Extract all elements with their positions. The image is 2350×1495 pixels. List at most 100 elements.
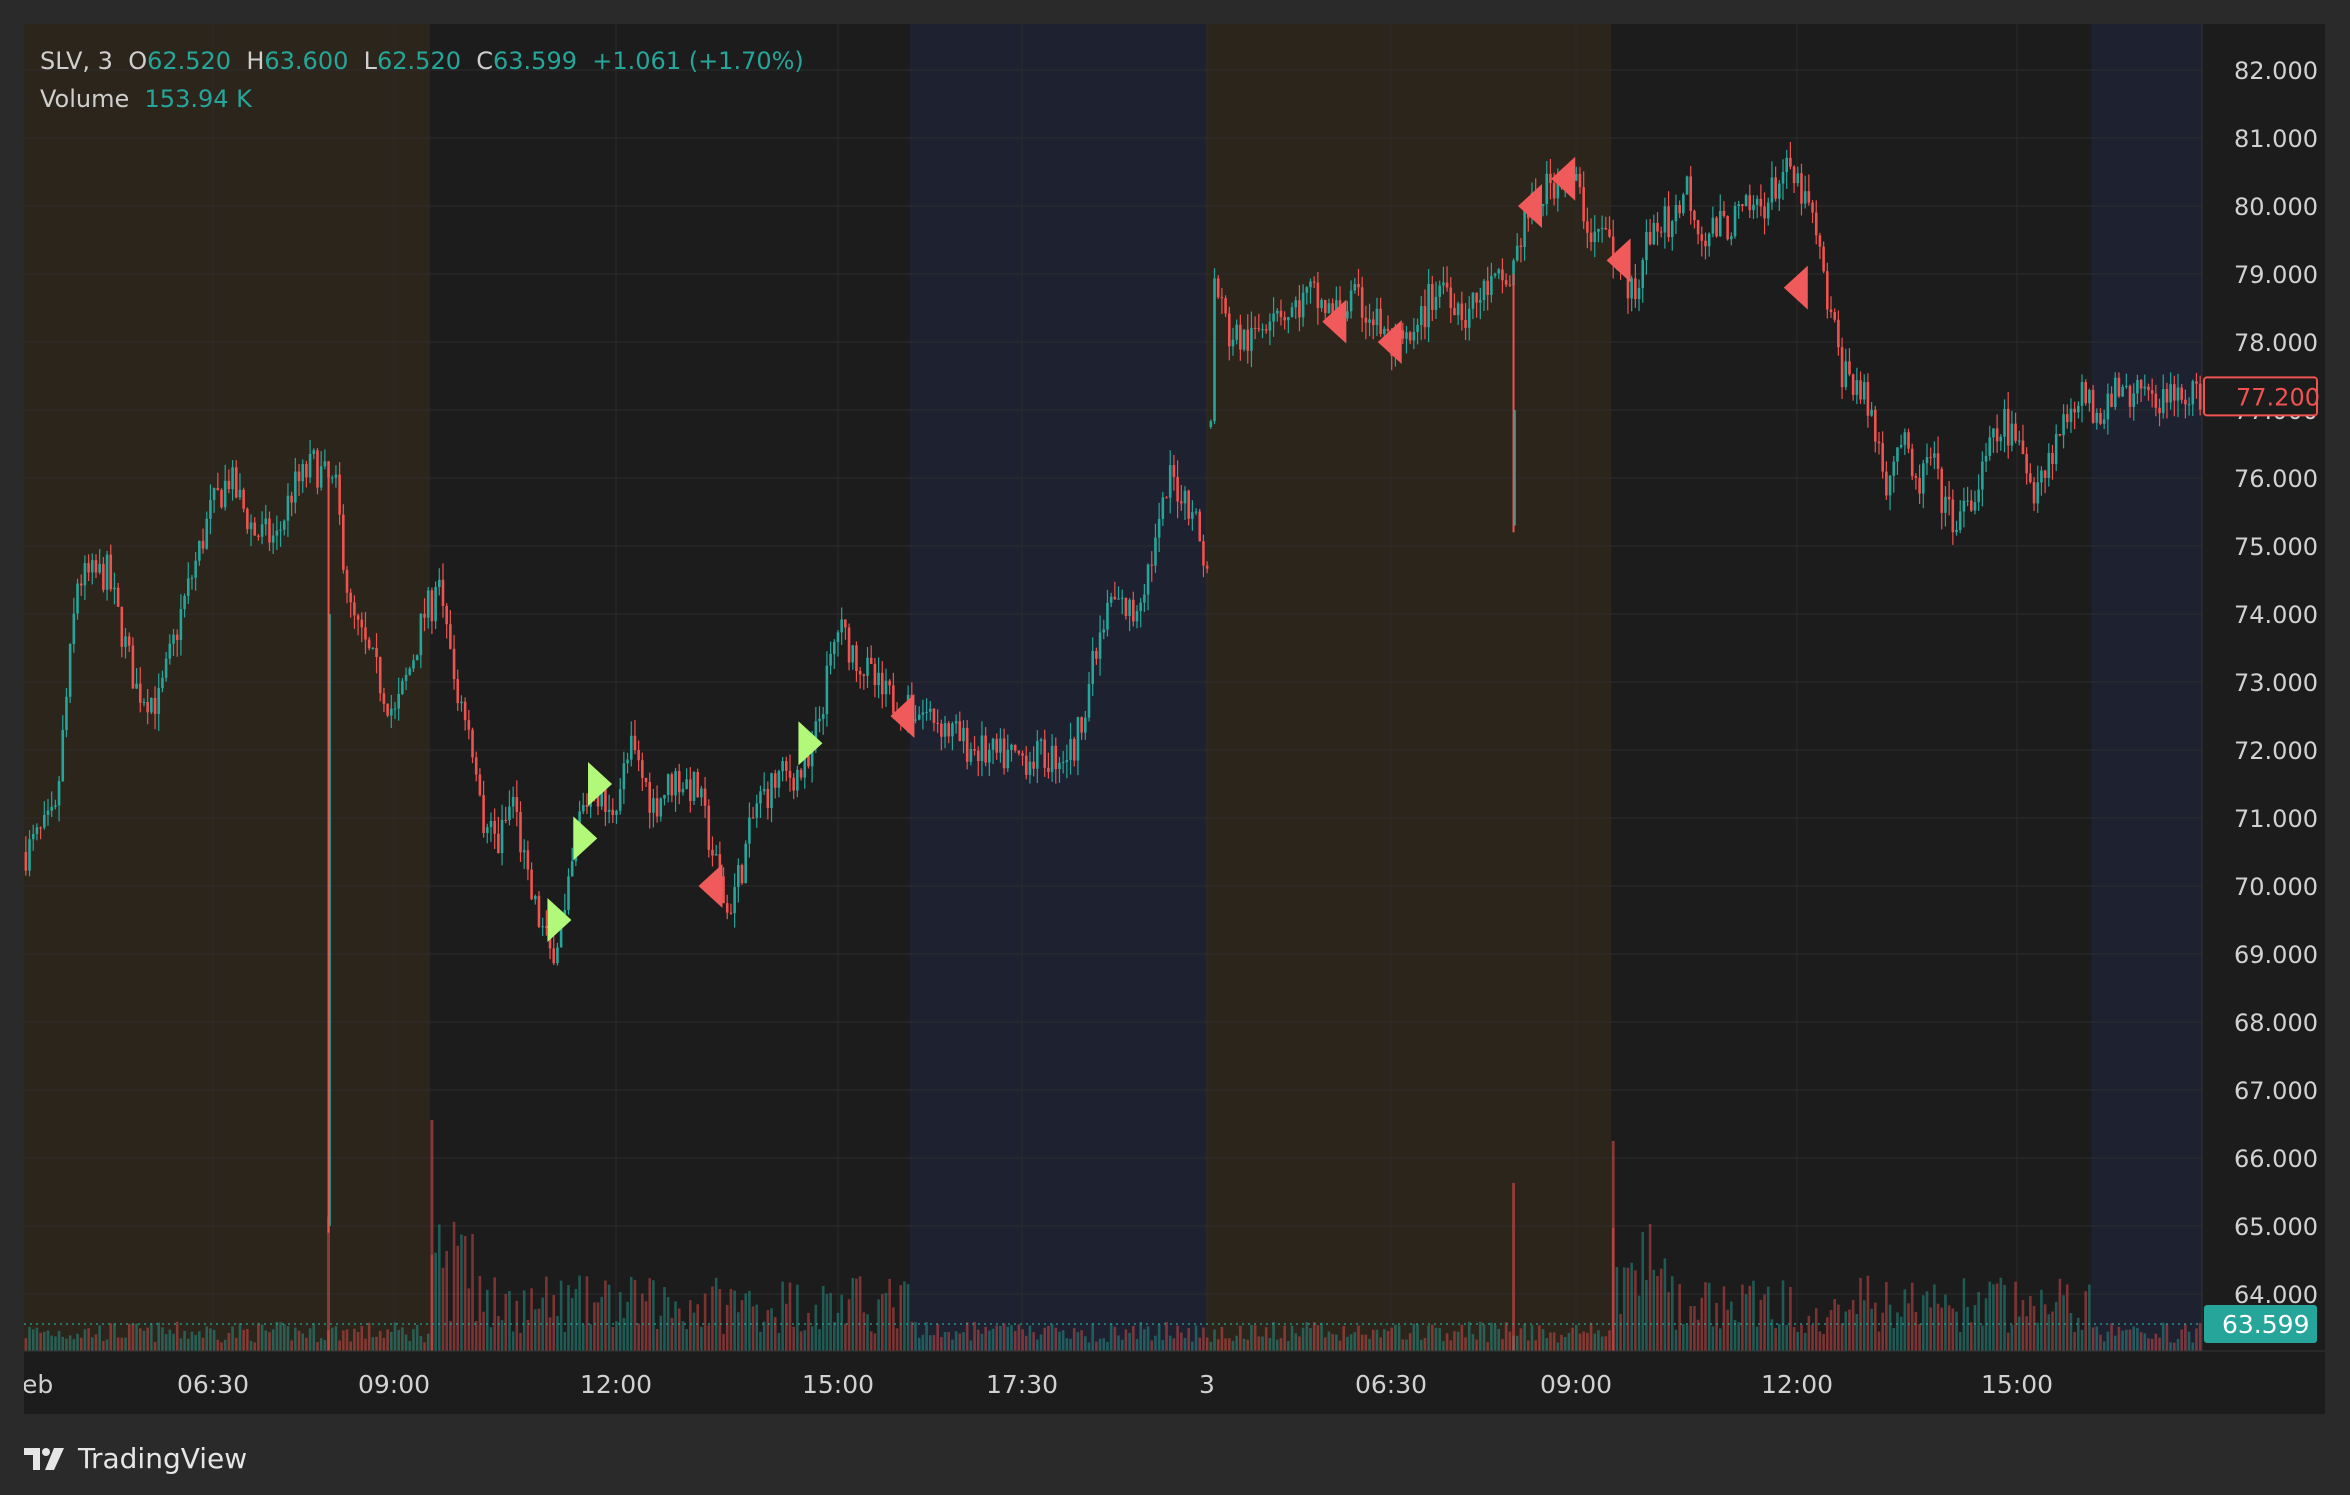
volume-bar (412, 1329, 415, 1351)
volume-bar (1490, 1322, 1493, 1351)
volume-label[interactable]: Volume (40, 85, 130, 113)
volume-bar (1586, 1332, 1589, 1351)
candle-body (2165, 389, 2169, 403)
candle-body (1002, 738, 1006, 769)
volume-bar (1224, 1338, 1227, 1351)
candle-body (1087, 684, 1091, 718)
candle-body (220, 490, 223, 508)
candle-body (1667, 206, 1670, 238)
candle-body (1611, 236, 1615, 263)
candle-body (57, 781, 61, 806)
candle-body (1593, 231, 1597, 243)
price-tick-label: 81.000 (2234, 125, 2318, 153)
volume-bar (146, 1327, 149, 1351)
candle-body (404, 674, 408, 681)
volume-bar (1106, 1341, 1109, 1351)
volume-bar (1504, 1322, 1508, 1351)
candle-body (1914, 476, 1918, 479)
volume-bar (1593, 1333, 1597, 1351)
volume-bar (463, 1236, 467, 1351)
candle-body (1848, 361, 1851, 375)
candle-body (1807, 191, 1811, 203)
volume-bar (323, 1340, 327, 1351)
volume-bar (138, 1328, 142, 1351)
candle-body (489, 820, 493, 828)
candle-body (1918, 478, 1921, 494)
volume-bar (1316, 1325, 1320, 1351)
candle-body (463, 701, 467, 721)
candle-body (120, 606, 124, 647)
volume-bar (375, 1336, 378, 1351)
volume-bar (87, 1328, 90, 1351)
candle-body (1955, 529, 1958, 533)
volume-bar (371, 1337, 375, 1351)
volume-bar (1368, 1338, 1371, 1351)
volume-bar (434, 1252, 437, 1351)
volume-bar (814, 1304, 818, 1351)
volume-bar (1327, 1331, 1331, 1351)
candle-body (829, 653, 832, 666)
volume-bar (43, 1331, 46, 1351)
candle-body (2014, 423, 2017, 441)
volume-bar (1552, 1332, 1556, 1351)
volume-bar (2191, 1342, 2195, 1351)
volume-bar (840, 1294, 843, 1351)
volume-bar (1287, 1341, 1290, 1351)
volume-bar (1896, 1312, 1899, 1351)
candle-body (1475, 292, 1478, 303)
candle-body (1442, 282, 1445, 286)
candle-body (401, 680, 404, 694)
volume-bar (663, 1287, 666, 1351)
volume-bar (526, 1319, 530, 1351)
volume-bar (1146, 1326, 1150, 1351)
price-tick-label: 69.000 (2234, 941, 2318, 969)
symbol-label[interactable]: SLV, 3 (40, 47, 113, 75)
volume-bar (1785, 1325, 1788, 1351)
candle-body (323, 461, 327, 467)
candle-body (301, 464, 305, 482)
candle-body (1213, 278, 1216, 422)
candle-body (1626, 262, 1630, 299)
chart-frame[interactable]: 82.00081.00080.00079.00078.00077.00076.0… (24, 24, 2325, 1414)
time-tick-label: 09:00 (1540, 1370, 1612, 1399)
volume-bar (951, 1339, 954, 1351)
volume-bar (928, 1335, 932, 1351)
volume-bar (54, 1336, 57, 1351)
candle-body (1375, 308, 1379, 326)
volume-bar (1951, 1308, 1955, 1351)
volume-bar (1877, 1331, 1881, 1351)
volume-bar (781, 1281, 784, 1351)
candlestick-chart[interactable]: 82.00081.00080.00079.00078.00077.00076.0… (24, 24, 2325, 1414)
brand-logo[interactable]: TradingView (24, 1438, 247, 1478)
candle-body (1065, 759, 1069, 762)
volume-bar (1036, 1339, 1039, 1351)
time-tick-label: 15:00 (1981, 1370, 2053, 1399)
candle-body (441, 579, 445, 606)
candle-body (268, 518, 271, 543)
candle-body (958, 721, 962, 742)
volume-bar (334, 1326, 338, 1351)
volume-bar (50, 1335, 53, 1351)
volume-bar (641, 1293, 644, 1351)
candle-body (500, 819, 504, 854)
candle-body (2180, 387, 2183, 400)
volume-bar (482, 1311, 485, 1351)
candle-body (297, 471, 301, 482)
candle-body (1419, 306, 1423, 325)
volume-bar (1722, 1286, 1726, 1351)
volume-bar (1929, 1307, 1932, 1351)
volume-bar (153, 1341, 157, 1351)
candle-body (253, 522, 257, 536)
volume-bar (1342, 1326, 1346, 1351)
volume-bar (2136, 1327, 2139, 1351)
candle-body (356, 615, 360, 620)
candle-body (2095, 412, 2099, 423)
candle-body (456, 679, 460, 704)
time-axis-bg (24, 1351, 2325, 1414)
volume-bar (1814, 1308, 1818, 1351)
candle-body (94, 560, 98, 573)
volume-bar (1416, 1324, 1419, 1351)
volume-bar (1947, 1305, 1951, 1351)
volume-bar (2125, 1329, 2128, 1351)
volume-bar (1933, 1284, 1936, 1351)
